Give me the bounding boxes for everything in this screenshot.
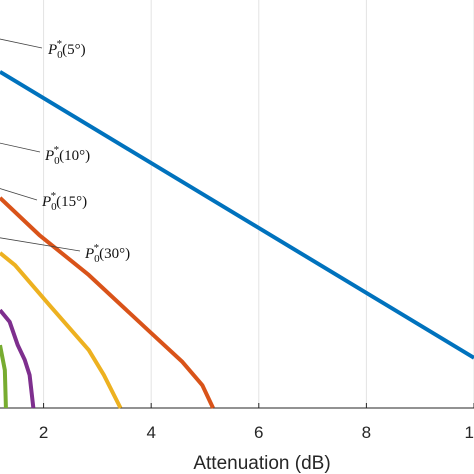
line-series: [0, 70, 474, 360]
ann-base: P: [47, 42, 57, 58]
leader-line: [0, 188, 38, 201]
annotation: P0*(5°): [47, 38, 86, 61]
ann-base: P: [41, 194, 51, 210]
annotation: P0*(30°): [84, 242, 130, 265]
ann-arg: (5°): [62, 42, 86, 58]
x-axis-label: Attenuation (dB): [193, 453, 330, 474]
ann-sup: *: [94, 242, 100, 254]
ann-sub: 0: [51, 201, 57, 213]
ann-sup: *: [51, 190, 57, 202]
x-tick-label: 6: [254, 423, 263, 442]
line-series: [0, 196, 215, 409]
ann-base: P: [84, 246, 94, 262]
line-series: [0, 251, 123, 409]
annotation: P0*(10°): [44, 144, 90, 167]
line-series: [0, 344, 8, 409]
leader-line: [0, 142, 41, 153]
line-series: [0, 308, 36, 409]
ann-arg: (30°): [99, 246, 130, 262]
ann-sup: *: [54, 144, 60, 156]
leader-line: [0, 237, 81, 252]
ann-sub: 0: [94, 253, 100, 265]
annotation: P0*(15°): [41, 190, 87, 213]
ann-sup: *: [57, 38, 63, 50]
x-tick-label: 4: [146, 423, 155, 442]
x-tick-label: 10: [465, 423, 474, 442]
ann-arg: (15°): [56, 194, 87, 210]
ann-arg: (10°): [59, 148, 90, 164]
x-tick-label: 8: [362, 423, 371, 442]
x-tick-label: 2: [39, 423, 48, 442]
leader-line: [0, 38, 43, 49]
ann-sub: 0: [54, 155, 60, 167]
ann-base: P: [44, 148, 54, 164]
ann-sub: 0: [57, 49, 63, 61]
